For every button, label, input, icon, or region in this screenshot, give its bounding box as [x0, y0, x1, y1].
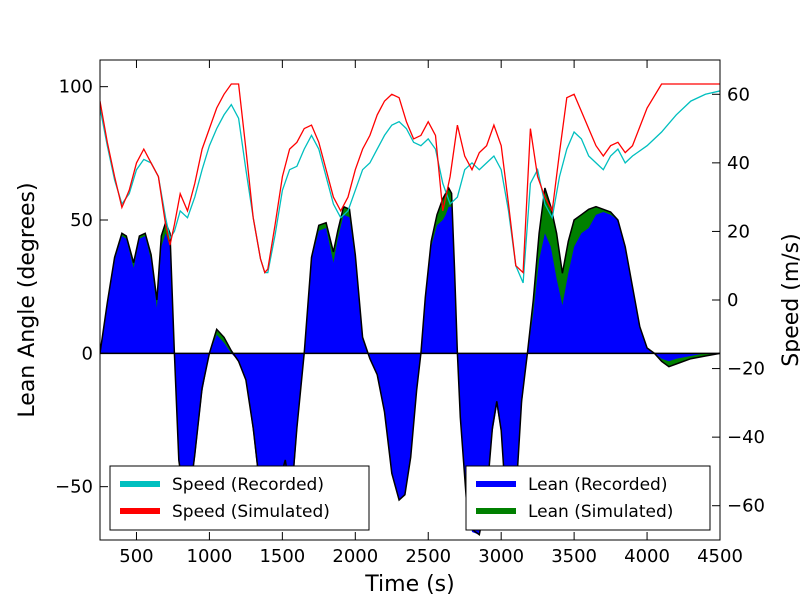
x-tick-label: 3000	[478, 546, 524, 567]
x-tick-label: 4500	[697, 546, 743, 567]
x-tick-label: 500	[119, 546, 153, 567]
x-tick-label: 4000	[624, 546, 670, 567]
x-tick-label: 2000	[332, 546, 378, 567]
y-right-tick-label: −20	[727, 359, 765, 380]
y-right-tick-label: 60	[727, 84, 750, 105]
y-left-tick-label: 0	[82, 343, 93, 364]
x-axis-label: Time (s)	[364, 572, 454, 597]
y-right-tick-label: −40	[727, 427, 765, 448]
y-right-tick-label: 20	[727, 221, 750, 242]
y-axis-right-label: Speed (m/s)	[779, 233, 800, 366]
y-left-tick-label: 100	[59, 77, 93, 98]
y-right-tick-label: 40	[727, 153, 750, 174]
legend-speed-recorded-label: Speed (Recorded)	[172, 475, 324, 495]
legend-speed: Speed (Recorded) Speed (Simulated)	[110, 466, 369, 530]
x-tick-label: 1500	[259, 546, 305, 567]
y-right-tick-label: 0	[727, 290, 738, 311]
y-left-tick-label: −50	[55, 477, 93, 498]
legend-speed-simulated-label: Speed (Simulated)	[172, 502, 330, 522]
legend-lean: Lean (Recorded) Lean (Simulated)	[466, 466, 710, 530]
x-tick-label: 2500	[405, 546, 451, 567]
y-right-tick-label: −60	[727, 496, 765, 517]
legend-lean-recorded-label: Lean (Recorded)	[528, 475, 667, 495]
legend-lean-simulated-label: Lean (Simulated)	[528, 502, 673, 522]
x-tick-label: 3500	[551, 546, 597, 567]
y-axis-left-label: Lean Angle (degrees)	[15, 182, 40, 417]
x-tick-label: 1000	[187, 546, 233, 567]
y-left-tick-label: 50	[70, 210, 93, 231]
